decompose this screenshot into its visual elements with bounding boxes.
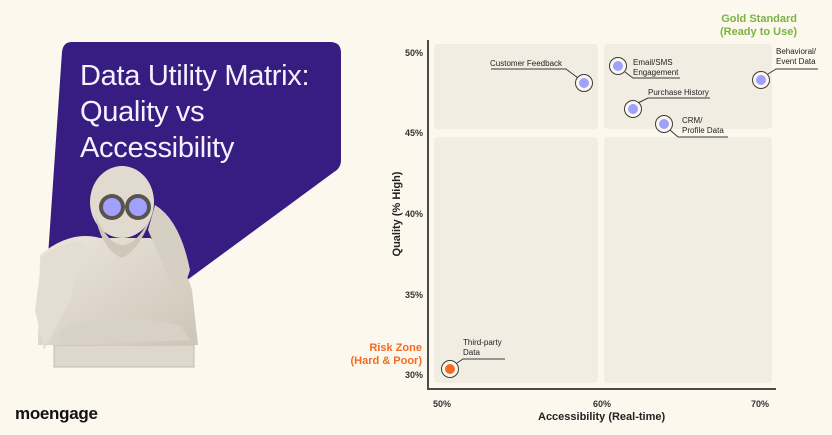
label-crm-profile-data: CRM/ Profile Data: [682, 116, 724, 136]
binocular-lens-right-icon: [129, 198, 147, 216]
gold-standard-zone-label: Gold Standard (Ready to Use): [640, 13, 797, 39]
data-point-crm-profile-data[interactable]: [655, 115, 673, 133]
data-point-email-sms-engagement[interactable]: [609, 57, 627, 75]
point-marker-icon: [627, 103, 638, 114]
label-line: Email/SMS: [633, 58, 673, 67]
risk-zone-label: Risk Zone (Hard & Poor): [320, 342, 423, 368]
quadrant-bottom-right: [604, 137, 772, 383]
quadrant-top-left: [434, 44, 598, 129]
y-tick-40: 40%: [404, 209, 423, 219]
label-email-sms-engagement: Email/SMS Engagement: [633, 58, 678, 78]
point-marker-icon: [578, 77, 589, 88]
hero-title-line-3: Accessibility: [80, 132, 235, 164]
point-marker-icon: [755, 74, 766, 85]
gold-zone-title: Gold Standard: [721, 13, 797, 25]
y-tick-45: 45%: [404, 128, 423, 138]
label-line: Profile Data: [682, 126, 724, 135]
label-line: CRM/: [682, 116, 703, 125]
label-third-party-data: Third-party Data: [463, 338, 502, 358]
label-line: Engagement: [633, 68, 679, 77]
y-tick-50: 50%: [404, 48, 423, 58]
x-axis-line: [427, 388, 776, 390]
statue-binoculars-illustration: [35, 166, 198, 368]
label-line: Behavioral/: [776, 47, 817, 56]
data-point-customer-feedback[interactable]: [575, 74, 593, 92]
x-tick-50: 50%: [432, 399, 451, 409]
y-axis-line: [427, 40, 429, 390]
data-point-third-party-data[interactable]: [441, 360, 459, 378]
x-axis-title: Accessibility (Real-time): [538, 411, 666, 423]
risk-zone-subtitle: (Hard & Poor): [350, 355, 423, 367]
point-marker-icon: [612, 60, 623, 71]
x-tick-70: 70%: [750, 399, 769, 409]
moengage-logo: moengage: [15, 404, 98, 423]
binocular-lens-left-icon: [103, 198, 121, 216]
y-axis-title: Quality (% High): [391, 171, 403, 257]
gold-zone-subtitle: (Ready to Use): [719, 26, 797, 38]
label-behavioral-event-data: Behavioral/ Event Data: [776, 47, 816, 67]
data-point-purchase-history[interactable]: [624, 100, 642, 118]
label-line: Event Data: [776, 57, 816, 66]
hero-title-line-2: Quality vs: [80, 96, 205, 128]
y-tick-30: 30%: [404, 370, 423, 380]
label-purchase-history: Purchase History: [648, 88, 709, 97]
hero-title: Data Utility Matrix: Quality vs Accessib…: [80, 58, 350, 166]
label-customer-feedback: Customer Feedback: [490, 59, 563, 68]
quadrant-bottom-left: [434, 137, 598, 383]
hero-title-line-1: Data Utility Matrix:: [80, 60, 310, 92]
x-tick-60: 60%: [592, 399, 611, 409]
y-tick-35: 35%: [404, 290, 423, 300]
data-point-behavioral-event-data[interactable]: [752, 71, 770, 89]
label-line: Third-party: [463, 338, 502, 347]
label-line: Data: [463, 348, 480, 357]
risk-zone-title: Risk Zone: [369, 342, 422, 354]
point-marker-icon: [658, 118, 669, 129]
point-marker-icon: [444, 363, 455, 374]
